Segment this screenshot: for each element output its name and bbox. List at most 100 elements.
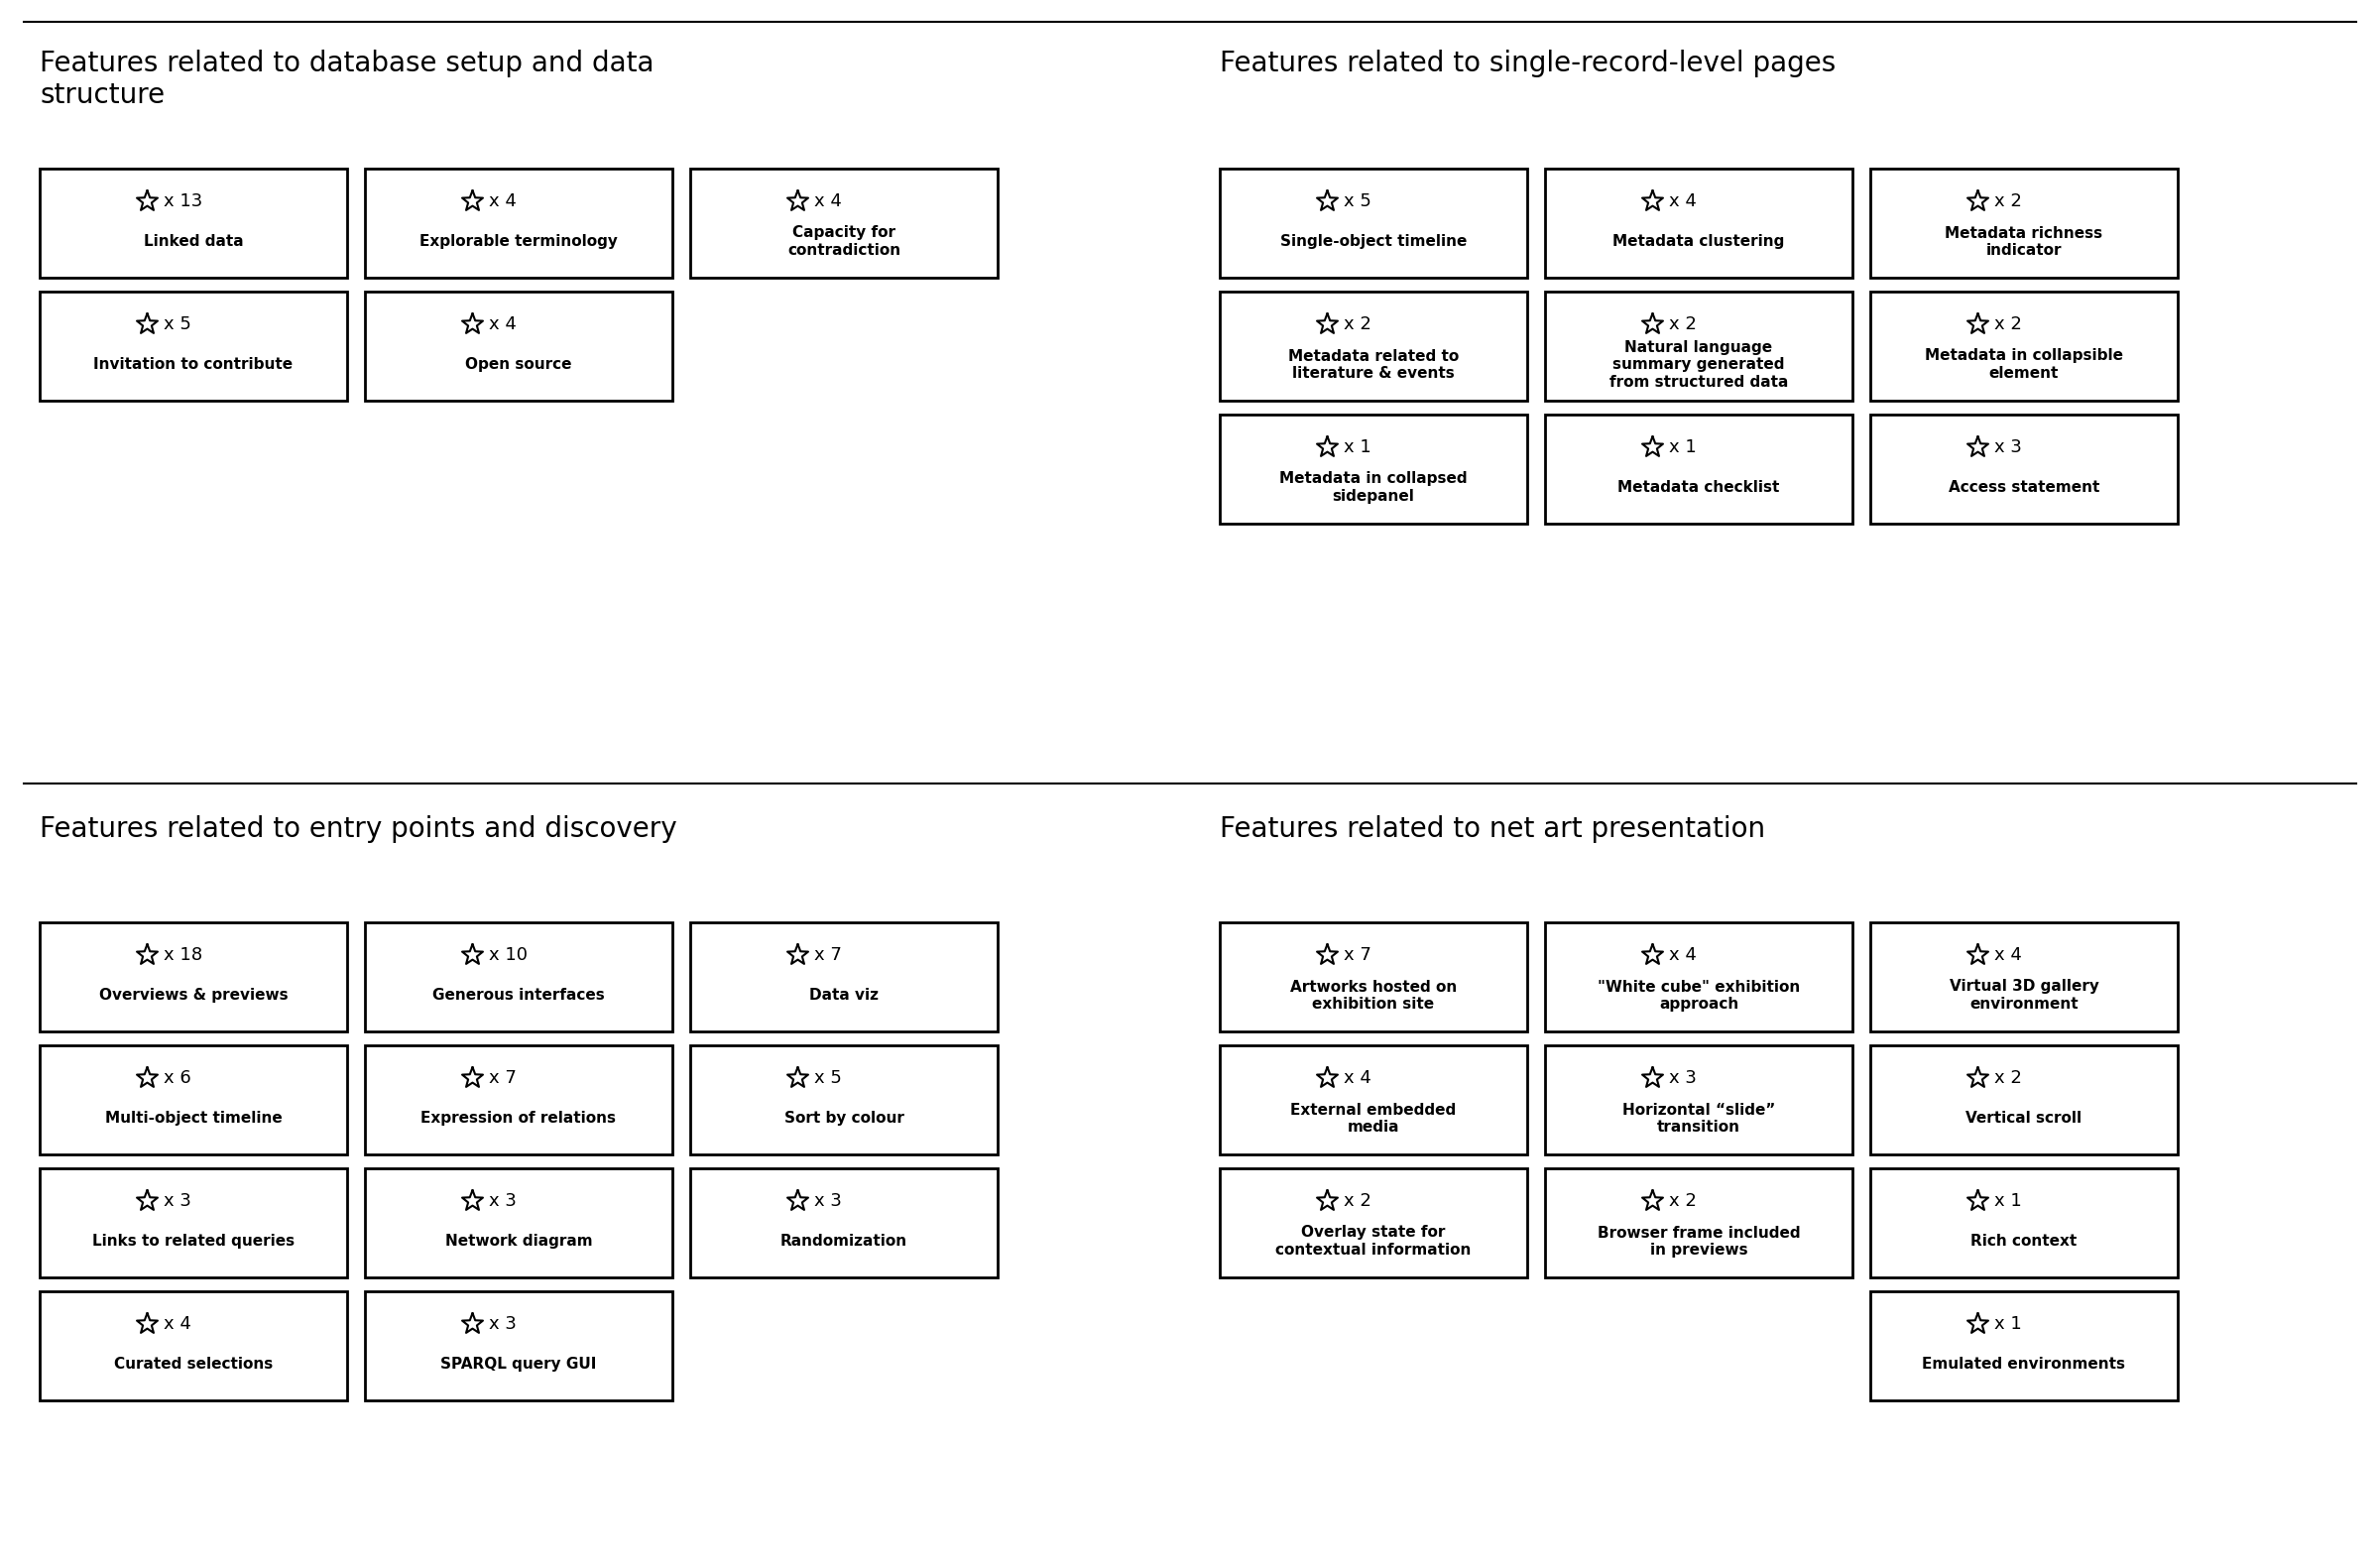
Text: Metadata clustering: Metadata clustering: [1614, 233, 1785, 249]
FancyBboxPatch shape: [364, 1045, 674, 1155]
FancyBboxPatch shape: [1545, 1169, 1852, 1277]
Text: x 4: x 4: [488, 315, 516, 334]
Text: Vertical scroll: Vertical scroll: [1966, 1111, 2082, 1125]
Text: Artworks hosted on
exhibition site: Artworks hosted on exhibition site: [1290, 979, 1457, 1012]
Text: Overviews & previews: Overviews & previews: [100, 989, 288, 1003]
Text: Curated selections: Curated selections: [114, 1357, 274, 1371]
Text: Sort by colour: Sort by colour: [783, 1111, 904, 1125]
Text: x 7: x 7: [1345, 946, 1371, 964]
FancyBboxPatch shape: [1871, 1291, 2178, 1401]
Text: x 5: x 5: [164, 315, 190, 334]
FancyBboxPatch shape: [1545, 169, 1852, 277]
Text: x 1: x 1: [1345, 439, 1371, 456]
Text: x 3: x 3: [488, 1315, 516, 1334]
Text: x 2: x 2: [1994, 315, 2023, 334]
FancyBboxPatch shape: [1221, 1169, 1528, 1277]
Text: Natural language
summary generated
from structured data: Natural language summary generated from …: [1609, 340, 1787, 389]
Text: x 4: x 4: [1668, 193, 1697, 210]
Text: x 2: x 2: [1668, 315, 1697, 334]
Text: x 1: x 1: [1668, 439, 1697, 456]
Text: Rich context: Rich context: [1971, 1233, 2078, 1249]
Text: x 4: x 4: [1345, 1069, 1371, 1087]
FancyBboxPatch shape: [364, 169, 674, 277]
Text: x 7: x 7: [488, 1069, 516, 1087]
FancyBboxPatch shape: [40, 169, 347, 277]
FancyBboxPatch shape: [40, 291, 347, 401]
Text: x 4: x 4: [1668, 946, 1697, 964]
FancyBboxPatch shape: [1545, 923, 1852, 1031]
Text: Features related to entry points and discovery: Features related to entry points and dis…: [40, 815, 676, 843]
Text: x 7: x 7: [814, 946, 843, 964]
FancyBboxPatch shape: [1871, 923, 2178, 1031]
FancyBboxPatch shape: [364, 1291, 674, 1401]
FancyBboxPatch shape: [1871, 415, 2178, 523]
Text: Links to related queries: Links to related queries: [93, 1233, 295, 1249]
Text: Data viz: Data viz: [809, 989, 878, 1003]
FancyBboxPatch shape: [1871, 169, 2178, 277]
Text: Metadata in collapsed
sidepanel: Metadata in collapsed sidepanel: [1280, 472, 1468, 503]
FancyBboxPatch shape: [364, 1169, 674, 1277]
Text: Features related to database setup and data
structure: Features related to database setup and d…: [40, 50, 654, 110]
FancyBboxPatch shape: [40, 1169, 347, 1277]
Text: Expression of relations: Expression of relations: [421, 1111, 616, 1125]
Text: x 3: x 3: [488, 1192, 516, 1210]
Text: x 6: x 6: [164, 1069, 190, 1087]
Text: "White cube" exhibition
approach: "White cube" exhibition approach: [1597, 979, 1799, 1012]
Text: Open source: Open source: [466, 357, 571, 371]
Text: x 1: x 1: [1994, 1192, 2021, 1210]
Text: Metadata checklist: Metadata checklist: [1618, 480, 1780, 495]
FancyBboxPatch shape: [1871, 1045, 2178, 1155]
FancyBboxPatch shape: [1545, 415, 1852, 523]
Text: Metadata related to
literature & events: Metadata related to literature & events: [1288, 348, 1459, 381]
Text: x 3: x 3: [814, 1192, 843, 1210]
Text: Explorable terminology: Explorable terminology: [419, 233, 619, 249]
Text: SPARQL query GUI: SPARQL query GUI: [440, 1357, 597, 1371]
Text: x 4: x 4: [1994, 946, 2023, 964]
Text: x 5: x 5: [1345, 193, 1371, 210]
Text: x 5: x 5: [814, 1069, 843, 1087]
Text: x 2: x 2: [1668, 1192, 1697, 1210]
Text: x 10: x 10: [488, 946, 528, 964]
Text: x 18: x 18: [164, 946, 202, 964]
FancyBboxPatch shape: [690, 1169, 997, 1277]
Text: Overlay state for
contextual information: Overlay state for contextual information: [1276, 1225, 1471, 1257]
Text: x 3: x 3: [1994, 439, 2023, 456]
FancyBboxPatch shape: [1545, 291, 1852, 401]
FancyBboxPatch shape: [1221, 415, 1528, 523]
Text: Features related to single-record-level pages: Features related to single-record-level …: [1221, 50, 1835, 77]
Text: x 2: x 2: [1345, 1192, 1371, 1210]
Text: Horizontal “slide”
transition: Horizontal “slide” transition: [1623, 1102, 1775, 1135]
Text: Capacity for
contradiction: Capacity for contradiction: [788, 226, 900, 257]
Text: Browser frame included
in previews: Browser frame included in previews: [1597, 1225, 1799, 1257]
FancyBboxPatch shape: [690, 169, 997, 277]
Text: Single-object timeline: Single-object timeline: [1280, 233, 1466, 249]
FancyBboxPatch shape: [1871, 1169, 2178, 1277]
FancyBboxPatch shape: [1221, 923, 1528, 1031]
Text: Multi-object timeline: Multi-object timeline: [105, 1111, 281, 1125]
FancyBboxPatch shape: [1545, 1045, 1852, 1155]
FancyBboxPatch shape: [1221, 169, 1528, 277]
Text: x 4: x 4: [814, 193, 843, 210]
Text: x 3: x 3: [164, 1192, 190, 1210]
FancyBboxPatch shape: [40, 1291, 347, 1401]
FancyBboxPatch shape: [364, 923, 674, 1031]
FancyBboxPatch shape: [1221, 1045, 1528, 1155]
Text: Generous interfaces: Generous interfaces: [433, 989, 605, 1003]
Text: x 3: x 3: [1668, 1069, 1697, 1087]
Text: x 2: x 2: [1994, 1069, 2023, 1087]
FancyBboxPatch shape: [690, 923, 997, 1031]
Text: x 13: x 13: [164, 193, 202, 210]
FancyBboxPatch shape: [1221, 291, 1528, 401]
Text: External embedded
media: External embedded media: [1290, 1102, 1457, 1135]
Text: Invitation to contribute: Invitation to contribute: [93, 357, 293, 371]
Text: Virtual 3D gallery
environment: Virtual 3D gallery environment: [1949, 979, 2099, 1012]
Text: Linked data: Linked data: [143, 233, 243, 249]
Text: x 4: x 4: [488, 193, 516, 210]
FancyBboxPatch shape: [40, 923, 347, 1031]
Text: x 2: x 2: [1994, 193, 2023, 210]
Text: Metadata richness
indicator: Metadata richness indicator: [1944, 226, 2104, 257]
Text: x 4: x 4: [164, 1315, 190, 1334]
Text: x 1: x 1: [1994, 1315, 2021, 1334]
Text: Metadata in collapsible
element: Metadata in collapsible element: [1925, 348, 2123, 381]
FancyBboxPatch shape: [690, 1045, 997, 1155]
